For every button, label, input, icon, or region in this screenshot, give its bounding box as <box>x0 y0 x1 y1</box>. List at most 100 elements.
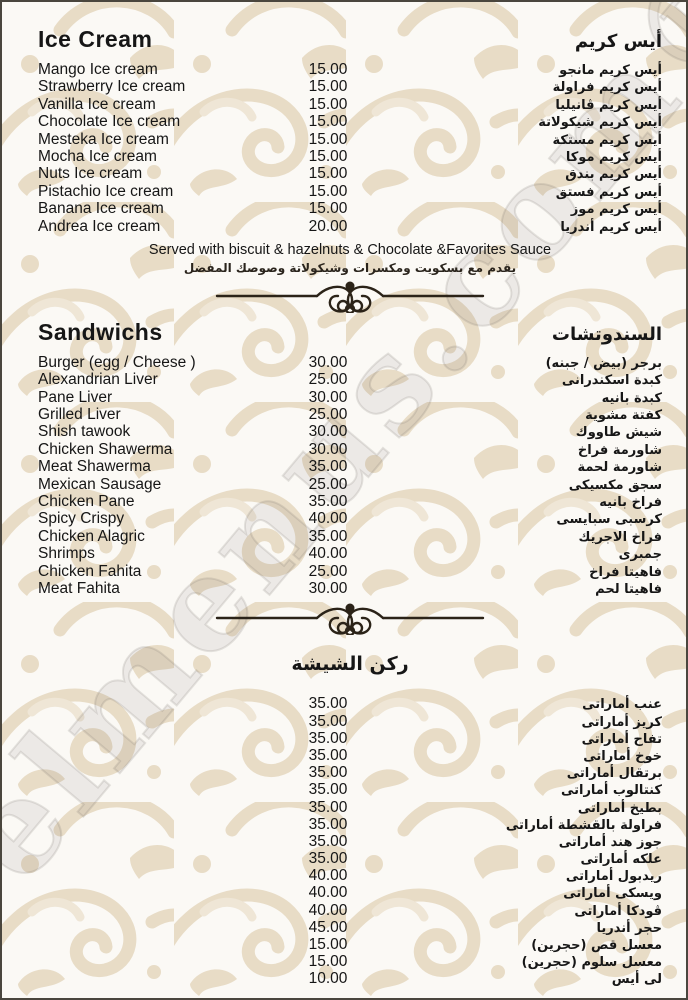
section-title-ar: أيس كريم <box>574 31 662 52</box>
item-name-ar: برجر (بيض / جبنه) <box>545 355 662 371</box>
item-name-ar: كنتالوب أماراتى <box>560 783 662 799</box>
item-name-en: Shish tawook <box>38 423 131 441</box>
item-name-en: Nuts Ice cream <box>38 165 143 183</box>
item-name-ar: فراخ بانيه <box>599 495 662 511</box>
menu-item-row: 40.00 ڤودكا أماراتى <box>38 902 662 919</box>
item-name-ar: أيس كريم مستكة <box>552 132 662 148</box>
menu-item-row: 15.00 معسل قص (حجرين) <box>38 936 662 953</box>
menu-item-row: 35.00 برتقال أماراتى <box>38 764 662 781</box>
section-title-en: Ice Cream <box>38 26 153 52</box>
item-price: 30.00 <box>308 579 348 597</box>
item-name-ar: جوز هند أماراتى <box>558 834 662 850</box>
item-price: 40.00 <box>308 901 348 919</box>
item-price: 40.00 <box>308 884 348 902</box>
item-price: 30.00 <box>308 440 348 458</box>
item-name-ar: برتقال أماراتى <box>566 766 662 782</box>
menu-item-row: 35.00 علكه أماراتى <box>38 850 662 867</box>
flourish-divider-icon <box>215 281 485 313</box>
menu-item-row: Shrimps 40.00 جمبرى <box>38 545 662 562</box>
item-name-ar: جمبرى <box>618 547 662 563</box>
item-price: 15.00 <box>308 61 348 78</box>
menu-item-row: 35.00 كريز أماراتى <box>38 713 662 730</box>
section-title-en: Sandwichs <box>38 318 163 345</box>
menu-item-row: Chicken Alagric 35.00 فراخ الاجريك <box>38 528 662 545</box>
section-sandwichs: Sandwichs السندوتشات Burger (egg / Chees… <box>38 319 662 636</box>
item-price: 30.00 <box>308 423 348 441</box>
item-price: 35.00 <box>308 712 348 730</box>
menu-item-row: Grilled Liver 25.00 كفتة مشوية <box>38 406 662 423</box>
item-name-en: Mesteka Ice cream <box>38 130 169 148</box>
menu-item-row: Strawberry Ice cream 15.00 أيس كريم فراولة <box>38 78 662 95</box>
item-name-ar: أيس كريم فستق <box>555 184 662 200</box>
menu-item-row: 35.00 بطيخ أماراتى <box>38 799 662 816</box>
menu-item-row: 35.00 كنتالوب أماراتى <box>38 781 662 798</box>
item-price: 35.00 <box>308 695 348 713</box>
item-price: 15.00 <box>308 182 348 200</box>
item-price: 25.00 <box>308 371 348 389</box>
item-name-ar: علكه أماراتى <box>580 852 662 868</box>
item-name-en: Chocolate Ice cream <box>38 113 181 131</box>
item-name-en: Chicken Alagric <box>38 527 145 545</box>
item-price: 35.00 <box>308 815 348 833</box>
item-name-en: Strawberry Ice cream <box>38 78 186 96</box>
item-name-ar: كريز أماراتى <box>581 714 662 730</box>
item-name-ar: كفتة مشوية <box>585 408 662 424</box>
item-name-en: Meat Shawerma <box>38 458 151 476</box>
menu-item-row: Chocolate Ice cream 15.00 أيس كريم شيكولات… <box>38 113 662 130</box>
item-name-en: Shrimps <box>38 545 95 563</box>
item-price: 35.00 <box>308 781 348 799</box>
item-price: 35.00 <box>308 458 348 476</box>
menu-item-row: Shish tawook 30.00 شيش طاووك <box>38 423 662 440</box>
menu-item-row: Spicy Crispy 40.00 كرسبى سبايسى <box>38 510 662 527</box>
item-name-en: Chicken Pane <box>38 493 135 511</box>
item-name-ar: أيس كريم موكا <box>565 149 662 165</box>
menu-item-row: Meat Fahita 30.00 فاهيتا لحم <box>38 580 662 597</box>
menu-item-row: Chicken Pane 35.00 فراخ بانيه <box>38 493 662 510</box>
item-name-ar: شاورمة لحمة <box>577 460 662 476</box>
item-name-en: Mexican Sausage <box>38 475 162 493</box>
section-header: Sandwichs السندوتشات <box>38 319 662 346</box>
item-price: 25.00 <box>308 562 348 580</box>
item-name-ar: أيس كريم موز <box>570 202 662 218</box>
item-name-en: Spicy Crispy <box>38 510 125 528</box>
item-name-ar: ريدبول أماراتى <box>565 869 662 885</box>
item-name-ar: أيس كريم بندق <box>565 167 662 183</box>
section-title-ar: السندوتشات <box>551 323 662 345</box>
item-name-ar: أيس كريم أندريا <box>560 219 662 235</box>
item-price: 40.00 <box>308 510 348 528</box>
menu-item-row: Mesteka Ice cream 15.00 أيس كريم مستكة <box>38 131 662 148</box>
item-name-en: Andrea Ice cream <box>38 217 161 235</box>
menu-item-row: Nuts Ice cream 15.00 أيس كريم بندق <box>38 165 662 182</box>
ice-cream-items: Mango Ice cream 15.00 أيس كريم مانجو Strawb… <box>38 61 662 235</box>
item-name-en: Pane Liver <box>38 388 113 406</box>
item-name-ar: كبدة بانيه <box>601 390 662 406</box>
item-price: 15.00 <box>308 936 348 953</box>
menu-item-row: Burger (egg / Cheese ) 30.00 برجر (بيض / ج… <box>38 354 662 371</box>
section-header: Ice Cream أيس كريم <box>38 26 662 53</box>
item-price: 35.00 <box>308 850 348 868</box>
menu-item-row: 35.00 فراولة بالقشطة أماراتى <box>38 816 662 833</box>
menu-item-row: 35.00 خوخ أماراتى <box>38 747 662 764</box>
menu-item-row: Chicken Shawerma 30.00 شاورمة فراخ <box>38 441 662 458</box>
item-name-ar: لى أيس <box>611 972 662 988</box>
item-price: 15.00 <box>308 130 348 148</box>
item-price: 15.00 <box>308 165 348 183</box>
item-name-ar: كبدة اسكندرانى <box>561 373 662 389</box>
item-price: 15.00 <box>308 113 348 131</box>
menu-item-row: Banana Ice cream 15.00 أيس كريم موز <box>38 200 662 217</box>
item-name-ar: ويسكى أماراتى <box>563 886 662 902</box>
item-price: 45.00 <box>308 918 348 936</box>
menu-item-row: Mocha Ice cream 15.00 أيس كريم موكا <box>38 148 662 165</box>
item-price: 15.00 <box>308 95 348 113</box>
menu-item-row: 40.00 ويسكى أماراتى <box>38 884 662 901</box>
item-name-en: Vanilla Ice cream <box>38 95 156 113</box>
item-name-ar: معسل قص (حجرين) <box>531 938 662 953</box>
menu-item-row: 35.00 جوز هند أماراتى <box>38 833 662 850</box>
item-name-ar: كرسبى سبايسى <box>556 512 662 528</box>
menu-item-row: Chicken Fahita 25.00 فاهيتا فراخ <box>38 563 662 580</box>
item-name-ar: فراخ الاجريك <box>578 529 662 545</box>
item-price: 35.00 <box>308 832 348 850</box>
item-price: 15.00 <box>308 200 348 218</box>
shisha-items: 35.00 عنب أماراتى 35.00 كريز أماراتى 35.00 تف… <box>38 695 662 987</box>
